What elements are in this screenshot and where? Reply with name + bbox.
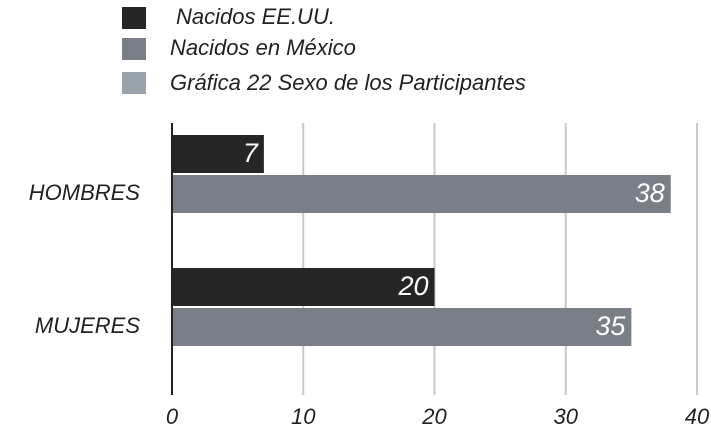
data-label: 7 bbox=[243, 138, 259, 168]
x-tick-label: 30 bbox=[554, 404, 579, 429]
data-label: 20 bbox=[397, 271, 428, 301]
legend-label: Nacidos en México bbox=[170, 35, 356, 60]
legend-label: Nacidos EE.UU. bbox=[176, 4, 335, 29]
data-label: 35 bbox=[595, 311, 626, 341]
x-tick-label: 40 bbox=[685, 404, 710, 429]
x-tick-label: 10 bbox=[291, 404, 316, 429]
chart-title: Gráfica 22 Sexo de los Participantes bbox=[170, 70, 526, 95]
data-label: 38 bbox=[635, 178, 665, 208]
bar bbox=[172, 268, 435, 306]
bar bbox=[172, 135, 264, 173]
legend-swatch bbox=[122, 7, 146, 29]
bar bbox=[172, 175, 671, 213]
title-swatch bbox=[122, 72, 146, 94]
x-tick-label: 20 bbox=[421, 404, 447, 429]
legend-swatch bbox=[122, 38, 146, 60]
bar bbox=[172, 308, 632, 346]
x-tick-label: 0 bbox=[166, 404, 179, 429]
y-tick-label: MUJERES bbox=[35, 313, 140, 338]
y-tick-label: HOMBRES bbox=[29, 180, 141, 205]
